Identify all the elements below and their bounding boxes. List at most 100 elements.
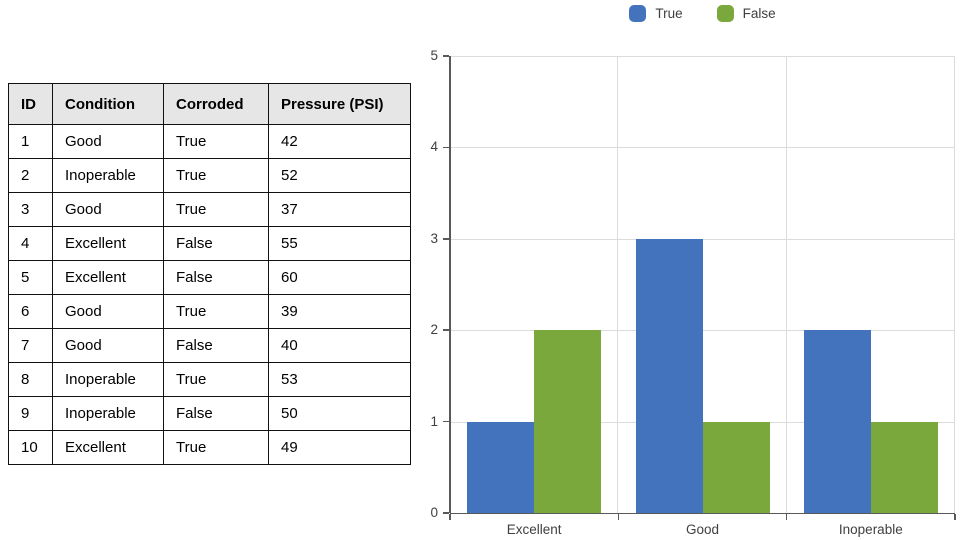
column-header: Condition — [52, 83, 164, 125]
table-cell: 5 — [8, 260, 53, 295]
y-axis-line — [449, 56, 451, 513]
table-cell: True — [163, 430, 269, 465]
bar-good-true — [635, 238, 703, 513]
table-row: 10 Excellent True 49 — [8, 430, 411, 465]
table-cell: Good — [52, 124, 164, 159]
table-cell: Excellent — [52, 430, 164, 465]
table-header-row: ID Condition Corroded Pressure (PSI) — [8, 83, 411, 125]
table-cell: 50 — [268, 396, 411, 431]
legend-item-false: False — [716, 5, 776, 22]
x-axis-tick — [785, 514, 788, 520]
table-cell: Inoperable — [52, 158, 164, 193]
table-cell: Excellent — [52, 260, 164, 295]
legend-item-true: True — [629, 5, 683, 22]
bar-good-false — [702, 421, 770, 513]
gridline-horizontal — [450, 330, 955, 332]
x-axis-tick — [617, 514, 620, 520]
column-header: Pressure (PSI) — [268, 83, 411, 125]
y-axis-label: 4 — [430, 139, 438, 155]
column-header: ID — [8, 83, 53, 125]
table-cell: Good — [52, 192, 164, 227]
gridline-vertical — [785, 56, 787, 513]
table-row: 5 Excellent False 60 — [8, 260, 411, 295]
table-cell: 3 — [8, 192, 53, 227]
gridline-horizontal — [450, 238, 955, 240]
table-cell: True — [163, 362, 269, 397]
chart-legend: True False — [450, 5, 955, 22]
table-cell: 55 — [268, 226, 411, 261]
pipe-data-table: ID Condition Corroded Pressure (PSI) 1 Good T… — [8, 83, 411, 465]
table-body: 1 Good True 42 2 Inoperable True 52 3 Good True 37 4… — [8, 124, 411, 465]
x-axis-category-label: Inoperable — [838, 522, 903, 537]
table-row: 1 Good True 42 — [8, 124, 411, 159]
table-cell: 60 — [268, 260, 411, 295]
gridline-horizontal — [450, 147, 955, 149]
x-axis-line — [450, 512, 955, 514]
table-row: 4 Excellent False 55 — [8, 226, 411, 261]
y-axis-tick — [443, 55, 449, 57]
chart-plot-area: 0 1 2 3 4 5 Excellent Good Inoperable — [430, 48, 956, 537]
table-row: 3 Good True 37 — [8, 192, 411, 227]
x-axis-category-label: Excellent — [506, 522, 562, 537]
table-cell: 6 — [8, 294, 53, 329]
y-axis-label: 1 — [430, 413, 438, 429]
table-cell: 10 — [8, 430, 53, 465]
y-axis-tick — [443, 420, 449, 423]
x-axis-tick — [954, 514, 956, 520]
table-cell: False — [163, 226, 269, 261]
table-cell: 1 — [8, 124, 53, 159]
table-row: 8 Inoperable True 53 — [8, 362, 411, 397]
table-cell: True — [163, 158, 269, 193]
y-axis-label: 2 — [430, 322, 438, 338]
table-cell: Excellent — [52, 226, 164, 261]
table-cell: 53 — [268, 362, 411, 397]
x-axis-tick — [449, 514, 451, 520]
gridline-horizontal — [450, 56, 955, 57]
table-cell: False — [163, 328, 269, 363]
table-cell: 40 — [268, 328, 411, 363]
table-cell: 52 — [268, 158, 411, 193]
table-cell: Inoperable — [52, 362, 164, 397]
table-cell: 9 — [8, 396, 53, 431]
table-cell: False — [163, 396, 269, 431]
y-axis-label: 5 — [430, 48, 438, 63]
table-row: 2 Inoperable True 52 — [8, 158, 411, 193]
table-cell: 37 — [268, 192, 411, 227]
legend-swatch-icon — [716, 5, 734, 22]
table-cell: Inoperable — [52, 396, 164, 431]
table-row: 7 Good False 40 — [8, 328, 411, 363]
legend-swatch-icon — [629, 5, 647, 22]
bar-inoperable-true — [803, 330, 871, 513]
table-cell: False — [163, 260, 269, 295]
y-axis-label: 3 — [430, 230, 438, 246]
table-cell: Good — [52, 294, 164, 329]
table-cell: 39 — [268, 294, 411, 329]
table-cell: 2 — [8, 158, 53, 193]
y-axis-tick — [443, 238, 449, 240]
table-row: 9 Inoperable False 50 — [8, 396, 411, 431]
y-axis-label: 0 — [430, 505, 438, 520]
gridline-vertical — [954, 56, 955, 513]
y-axis-tick — [443, 512, 449, 514]
table-cell: True — [163, 192, 269, 227]
gridline-vertical — [617, 56, 619, 513]
table-cell: True — [163, 124, 269, 159]
legend-label: False — [742, 6, 776, 21]
y-axis-tick — [443, 146, 449, 149]
table-cell: 8 — [8, 362, 53, 397]
table-cell: 49 — [268, 430, 411, 465]
bar-excellent-false — [534, 330, 602, 513]
table-cell: 4 — [8, 226, 53, 261]
column-header: Corroded — [163, 83, 269, 125]
legend-label: True — [655, 6, 683, 21]
x-axis-category-label: Good — [685, 522, 719, 537]
table-row: 6 Good True 39 — [8, 294, 411, 329]
bar-inoperable-false — [870, 421, 938, 513]
table-cell: 7 — [8, 328, 53, 363]
y-axis-tick — [443, 329, 449, 331]
bar-excellent-true — [467, 421, 535, 513]
table-cell: 42 — [268, 124, 411, 159]
table-cell: Good — [52, 328, 164, 363]
table-cell: True — [163, 294, 269, 329]
